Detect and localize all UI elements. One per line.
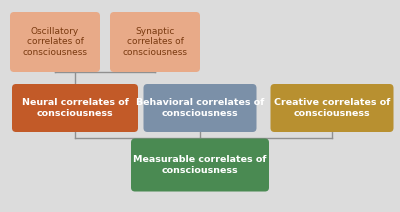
FancyBboxPatch shape xyxy=(10,12,100,72)
Text: Synaptic
correlates of
consciousness: Synaptic correlates of consciousness xyxy=(122,27,188,57)
Text: Neural correlates of
consciousness: Neural correlates of consciousness xyxy=(22,98,128,118)
FancyBboxPatch shape xyxy=(131,138,269,191)
FancyBboxPatch shape xyxy=(12,84,138,132)
FancyBboxPatch shape xyxy=(110,12,200,72)
FancyBboxPatch shape xyxy=(144,84,256,132)
Text: Creative correlates of
consciousness: Creative correlates of consciousness xyxy=(274,98,390,118)
Text: Measurable correlates of
consciousness: Measurable correlates of consciousness xyxy=(133,155,267,175)
FancyBboxPatch shape xyxy=(270,84,394,132)
Text: Oscillatory
correlates of
consciousness: Oscillatory correlates of consciousness xyxy=(22,27,88,57)
Text: Behavioral correlates of
consciousness: Behavioral correlates of consciousness xyxy=(136,98,264,118)
